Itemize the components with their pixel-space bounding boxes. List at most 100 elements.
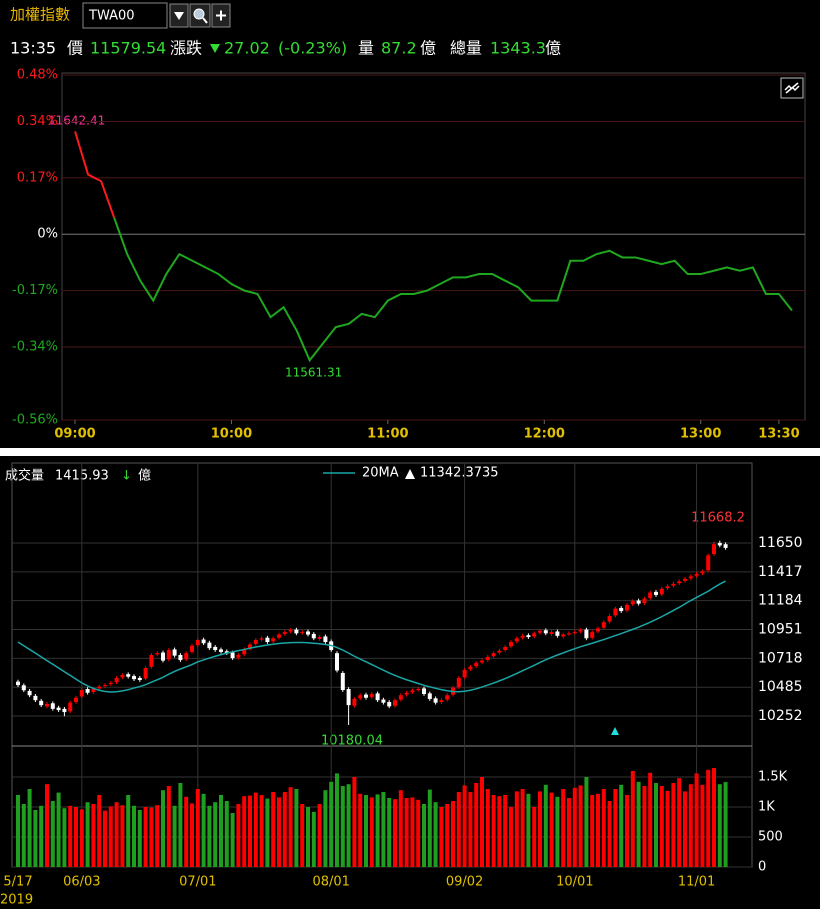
price-line [113, 217, 793, 363]
volume-bar [549, 792, 554, 867]
volume-bar [317, 804, 322, 867]
candle-body [723, 544, 728, 548]
y-tick-label: 1.5K [758, 770, 788, 785]
candle-body [207, 642, 212, 649]
down-arrow [210, 44, 220, 53]
candle-body [648, 592, 653, 599]
volume-bar [538, 791, 542, 867]
high-annotation: 11668.2 [691, 511, 745, 526]
volume-bar [306, 807, 310, 867]
price-line [74, 131, 116, 218]
candle-body [230, 652, 235, 659]
volume-bar [335, 773, 339, 867]
volume-bar [387, 798, 392, 867]
candle-body [91, 689, 96, 693]
dropdown-icon [174, 12, 184, 20]
volume-bar [485, 789, 490, 867]
volume-bar [532, 807, 537, 867]
change-percent: (-0.23%) [278, 39, 347, 58]
candle-body [33, 695, 38, 701]
volume-bar [358, 793, 363, 867]
candle-body [178, 655, 183, 661]
candle-body [294, 629, 299, 634]
candle-body [717, 542, 722, 546]
volume-bar [236, 804, 241, 867]
y-tick-label: 1K [758, 800, 775, 815]
candle-body [149, 655, 154, 667]
candle-body [607, 616, 612, 622]
volume-bar [659, 786, 664, 867]
y-tick-label: 0 [758, 860, 766, 875]
volume-bar [625, 795, 629, 867]
volume-bar [97, 795, 102, 867]
y-tick-label: 10485 [758, 679, 803, 695]
candle-body [590, 632, 595, 638]
candle-body [601, 622, 606, 628]
candle-body [491, 653, 496, 657]
candle-body [630, 601, 635, 605]
y-tick-label: 0.34% [17, 114, 58, 129]
volume-bar [132, 805, 136, 867]
volume-bar [706, 769, 711, 867]
candle-body [120, 675, 125, 678]
candle-body [311, 633, 316, 639]
volume-bar [21, 804, 26, 867]
volume-bar [120, 805, 125, 867]
volume-bar [491, 795, 496, 867]
search-icon [193, 8, 205, 20]
candle-body [85, 689, 90, 693]
x-tick-label: 11/01 [678, 875, 715, 890]
candle-body [485, 656, 490, 660]
volume-bar [149, 807, 154, 867]
candle-body [277, 634, 281, 638]
candle-body [242, 649, 247, 655]
volume-bar [346, 784, 351, 867]
candle-body [375, 693, 380, 701]
volume-bar [607, 801, 612, 867]
y-tick-label: 0.17% [17, 170, 58, 185]
candle-body [259, 638, 264, 640]
candle-body [352, 698, 357, 706]
candle-body [549, 632, 554, 634]
volume-bar [352, 777, 357, 867]
volume-bar [277, 797, 281, 867]
candle-body [201, 639, 206, 644]
candle-body [532, 633, 537, 637]
volume-bar [398, 790, 403, 867]
candle-body [282, 632, 287, 634]
total-label: 總量 [450, 39, 482, 58]
candle-body [50, 703, 55, 709]
volume-bar [364, 795, 368, 867]
x-tick-label: 5/17 [3, 875, 32, 890]
candle-body [393, 700, 397, 706]
volume-bar [137, 810, 142, 867]
candle-body [683, 578, 687, 581]
volume-bar [224, 801, 229, 867]
candle-body [561, 634, 566, 637]
candle-body [445, 695, 450, 700]
x-tick-label: 11:00 [367, 427, 408, 442]
volume-bar [509, 807, 513, 867]
candle-body [56, 707, 61, 711]
volume-bar [178, 783, 183, 867]
volume-bar [567, 798, 571, 867]
volume-bar [480, 777, 484, 867]
candle-body [172, 649, 177, 656]
volume-bar [474, 783, 479, 867]
volume-bar [584, 777, 589, 867]
event-marker [611, 727, 619, 735]
y-tick-label: 11650 [758, 535, 803, 551]
x-tick-label: 06/03 [63, 875, 100, 890]
y-tick-label: 11184 [758, 593, 803, 609]
ma-line [17, 580, 726, 693]
symbol-input[interactable] [82, 2, 168, 29]
ma-legend-value: 11342.3735 [420, 466, 499, 481]
candle-body [300, 632, 305, 634]
volume-bar [677, 778, 682, 867]
y-tick-label: 10252 [758, 708, 803, 724]
candle-body [520, 635, 525, 638]
x-tick-label: 13:30 [758, 427, 799, 442]
candle-body [410, 690, 415, 693]
volume-bar [543, 784, 548, 867]
y-tick-label: 0% [37, 227, 58, 242]
